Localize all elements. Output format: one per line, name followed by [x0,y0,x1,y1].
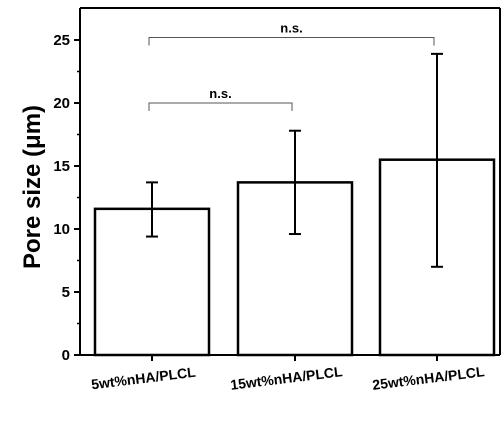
significance-brackets: n.s. n.s. [148,20,435,111]
significance-label-2: n.s. [280,20,302,35]
significance-label-1: n.s. [209,86,231,101]
y-tick-label-5: 5 [62,284,70,301]
y-tick-label-10: 10 [53,221,70,238]
significance-bracket-2 [148,36,435,46]
x-tick-label-3: 25wt%nHA/PLCL [371,363,485,393]
y-axis: 0 5 10 15 20 25 [53,32,80,364]
y-axis-title: Pore size (μm) [19,105,46,269]
significance-bracket-1 [148,102,293,111]
error-bars [146,52,443,268]
y-tick-label-25: 25 [53,32,70,49]
y-tick-label-15: 15 [53,158,70,175]
x-tick-label-2: 15wt%nHA/PLCL [229,363,343,393]
x-tick-label-1: 5wt%nHA/PLCL [90,364,197,393]
y-tick-label-0: 0 [62,347,70,364]
x-axis: 5wt%nHA/PLCL 15wt%nHA/PLCL 25wt%nHA/PLCL [90,355,486,393]
bars [93,158,496,357]
y-tick-label-20: 20 [53,95,70,112]
